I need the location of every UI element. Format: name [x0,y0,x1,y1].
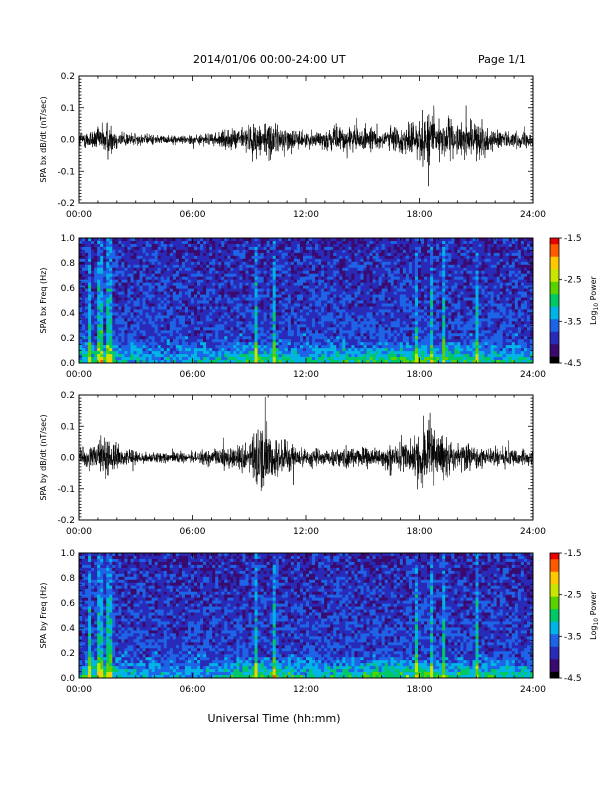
colorbar-tick-label: -1.5 [564,549,582,559]
colorbar-frame [549,552,560,679]
x-tick-label: 18:00 [407,685,433,695]
x-tick-label: 06:00 [180,685,206,695]
page-indicator: Page 1/1 [478,53,526,66]
trace-group-by-dbdt [79,396,533,491]
y-tick-label: 0.0 [61,674,76,684]
y-tick-label: 0.2 [61,72,75,82]
x-axis-label: Universal Time (hh:mm) [208,712,341,725]
x-tick-label: 18:00 [407,210,433,220]
y-axis-label: SPA by Freq (Hz) [39,583,48,649]
x-tick-label: 24:00 [520,527,546,537]
y-tick-label: 0.0 [61,454,76,464]
colorbar-tick-label: -4.5 [564,359,582,369]
x-tick-label: 00:00 [66,210,92,220]
x-tick-label: 06:00 [180,527,206,537]
x-tick-label: 06:00 [180,210,206,220]
colorbar-tick-label: -3.5 [564,632,582,642]
colorbar-tick-label: -2.5 [564,591,582,601]
x-tick-label: 00:00 [66,527,92,537]
x-tick-label: 12:00 [293,210,319,220]
x-tick-label: 00:00 [66,370,92,380]
y-tick-label: -0.2 [57,516,75,526]
colorbar-tick-label: -2.5 [564,276,582,286]
x-tick-label: 12:00 [293,685,319,695]
colorbar-bx-freq: -1.5 -2.5 -3.5 -4.5 Log10 Power [549,234,600,369]
spectrogram-by-freq [79,553,534,679]
x-tick-label: 24:00 [520,210,546,220]
x-tick-label: 12:00 [293,527,319,537]
x-tick-label: 24:00 [520,685,546,695]
trace-bx-dbdt [79,105,533,187]
trace-group-bx-dbdt [79,105,533,187]
y-tick-label: 0.6 [61,284,76,294]
colorbar-by-freq: -1.5 -2.5 -3.5 -4.5 Log10 Power [549,549,600,684]
spectrogram-bx-freq [79,238,534,364]
y-axis-label: SPA by dB/dt (nT/sec) [39,414,48,500]
colorbar-tick-label: -4.5 [564,674,582,684]
y-tick-label: 0.1 [61,422,75,432]
y-tick-label: 0.0 [61,136,76,146]
y-tick-label: 0.2 [61,649,75,659]
x-tick-label: 06:00 [180,370,206,380]
plot-title: 2014/01/06 00:00-24:00 UT [193,53,346,66]
y-tick-label: 1.0 [61,234,76,244]
y-tick-label: -0.2 [57,199,75,209]
y-tick-label: 0.0 [61,359,76,369]
y-tick-label: 0.8 [61,259,76,269]
y-tick-label: 0.8 [61,574,76,584]
y-axis-label: SPA bx Freq (Hz) [39,268,48,334]
y-tick-label: 0.6 [61,599,76,609]
colorbar-tick-label: -1.5 [564,234,582,244]
y-tick-label: 0.4 [61,309,76,319]
colorbar-label: Log10 Power [589,275,600,324]
colorbar-tick-label: -3.5 [564,317,582,327]
x-tick-label: 00:00 [66,685,92,695]
x-tick-label: 18:00 [407,527,433,537]
trace-by-dbdt [79,396,533,491]
y-axis-label: SPA bx dB/dt (nT/sec) [39,96,48,182]
y-tick-label: 1.0 [61,549,76,559]
y-tick-label: 0.2 [61,391,75,401]
colorbar-label: Log10 Power [589,590,600,639]
y-tick-label: -0.1 [57,485,75,495]
x-tick-label: 12:00 [293,370,319,380]
y-tick-label: 0.2 [61,334,75,344]
y-tick-label: 0.4 [61,624,76,634]
y-tick-label: 0.1 [61,104,75,114]
x-tick-label: 24:00 [520,370,546,380]
x-tick-label: 18:00 [407,370,433,380]
colorbar-frame [549,237,560,364]
y-tick-label: -0.1 [57,167,75,177]
